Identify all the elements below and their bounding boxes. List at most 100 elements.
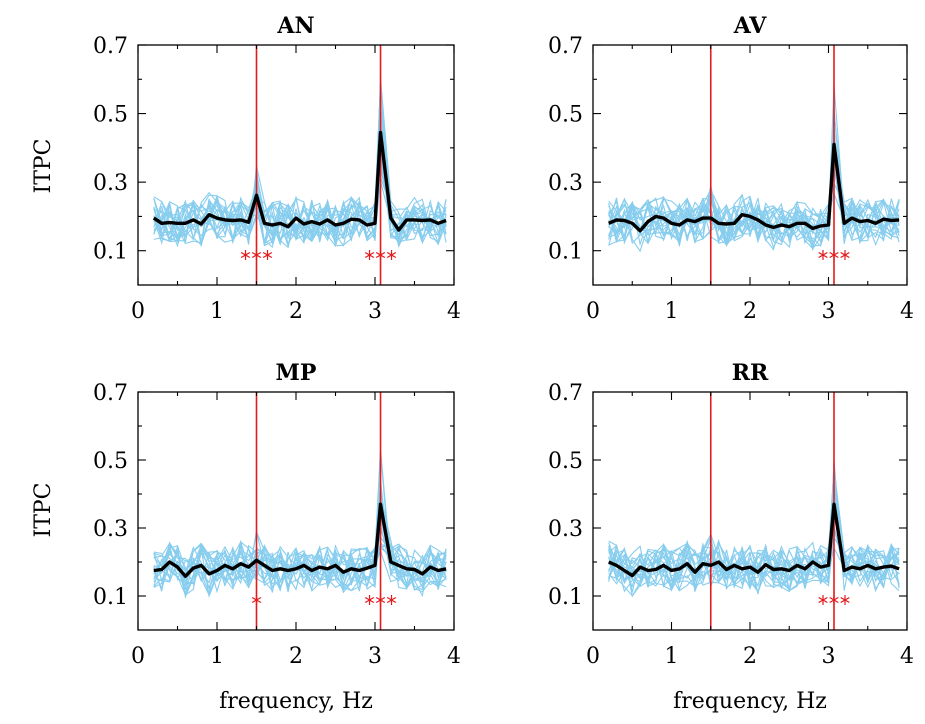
mean-line [608,142,900,233]
x-tick-label: 3 [822,644,836,669]
x-tick-label: 0 [131,644,145,669]
significance-star [829,595,839,605]
panel-rr: 0 1 2 3 4 0.1 0.3 0.5 0.7 RR [548,360,914,669]
y-tick-label: 0.7 [548,34,583,59]
x-tick-label: 0 [586,299,600,324]
significance-star [251,595,262,605]
y-tick-label: 0.3 [93,171,128,196]
significance-star [364,250,375,260]
subject-line [608,482,900,597]
mean-line [153,502,447,578]
star-stroke [386,596,397,604]
significance-star [386,250,397,260]
xlabel-left: frequency, Hz [219,689,373,714]
y-tick-label: 0.1 [93,240,128,265]
subject-line [153,536,447,598]
x-tick-label: 2 [289,299,303,324]
star-stroke [240,251,251,259]
star-stroke [251,596,262,604]
subject-line [608,135,900,250]
subject-line [153,124,447,246]
subject-line [608,111,900,251]
x-tick-label: 0 [131,299,145,324]
subject-traces [608,461,900,598]
significance-star [240,250,251,260]
star-stroke [262,251,273,259]
panel-mp: 0 1 2 3 4 0.1 0.3 0.5 0.7 MP [93,360,461,669]
x-tick-label: 4 [900,644,914,669]
subject-line [608,150,900,244]
y-tick-label: 0.3 [548,171,583,196]
x-tick-label: 4 [447,299,461,324]
significance-star [364,595,375,605]
significance-star [375,595,386,605]
star-stroke [829,596,839,604]
y-tick-label: 0.3 [548,517,583,542]
significance-star [840,250,850,260]
x-tick-label: 3 [822,299,836,324]
panels-layer: 0 1 2 3 4 0.1 0.3 0.5 0.7 AN 0 1 2 3 4 0.1 0.3 0.5 0.7 AV 0 1… [93,13,914,669]
mean-line [152,130,447,232]
panel-title: RR [732,360,769,386]
ylabel-bottom: ITPC [31,483,56,538]
significance-star [818,250,828,260]
panel-av: 0 1 2 3 4 0.1 0.3 0.5 0.7 AV [548,13,914,324]
star-stroke [364,251,375,259]
significance-star [829,250,839,260]
star-stroke [818,251,828,259]
x-tick-label: 3 [368,644,382,669]
subject-line [153,524,447,586]
star-stroke [375,251,386,259]
x-tick-label: 2 [289,644,303,669]
y-tick-label: 0.5 [548,449,583,474]
x-tick-label: 1 [665,299,679,324]
subject-line [153,544,447,590]
significance-star [375,250,386,260]
subject-line [153,542,447,599]
subject-traces [153,449,447,600]
subject-traces [608,84,900,253]
x-tick-label: 2 [743,299,757,324]
x-tick-label: 4 [447,644,461,669]
y-tick-label: 0.3 [93,517,128,542]
significance-star [818,595,828,605]
plot-frame [137,44,455,286]
y-tick-label: 0.7 [548,381,583,406]
star-stroke [840,251,850,259]
significance-star [386,595,397,605]
x-tick-label: 3 [368,299,382,324]
y-tick-label: 0.5 [93,449,128,474]
star-stroke [251,251,262,259]
panel-title: MP [276,360,317,386]
subject-line [608,535,900,595]
star-stroke [818,596,828,604]
subject-line [153,500,447,596]
star-stroke [364,596,375,604]
x-tick-label: 4 [900,299,914,324]
y-tick-label: 0.1 [93,585,128,610]
subject-line [608,504,900,592]
y-tick-label: 0.1 [548,585,583,610]
subject-line [608,151,900,244]
plot-frame [592,44,908,286]
panel-title: AN [276,13,314,39]
x-tick-label: 2 [743,644,757,669]
ylabel-top: ITPC [31,139,56,194]
star-stroke [375,596,386,604]
y-tick-label: 0.7 [93,34,128,59]
y-tick-label: 0.7 [93,381,128,406]
y-tick-label: 0.1 [548,240,583,265]
x-tick-label: 1 [210,299,224,324]
x-tick-label: 1 [210,644,224,669]
panel-title: AV [733,13,767,39]
significance-star [840,595,850,605]
y-tick-label: 0.5 [93,103,128,128]
xlabel-right: frequency, Hz [673,689,827,714]
y-tick-label: 0.5 [548,103,583,128]
x-tick-label: 1 [665,644,679,669]
star-stroke [386,251,397,259]
plot-frame [592,391,908,631]
significance-star [251,250,262,260]
subject-line [608,527,900,594]
